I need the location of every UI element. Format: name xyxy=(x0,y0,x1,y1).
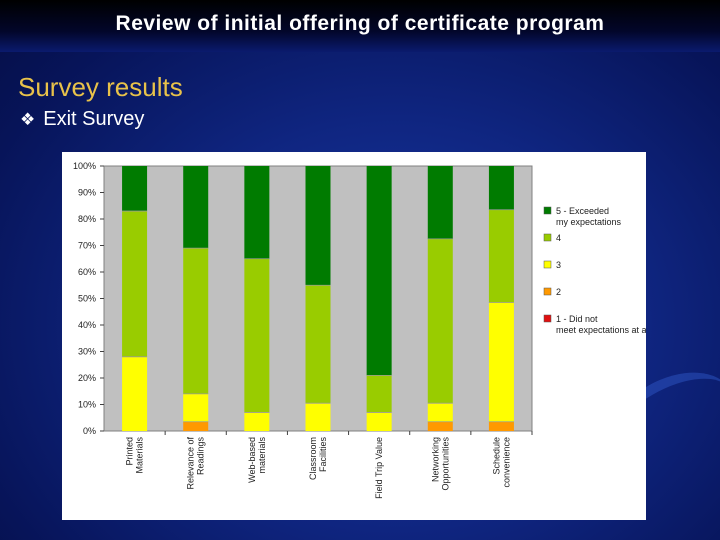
x-tick-label-group: Web-based materials xyxy=(247,437,267,483)
x-tick-label: Facilities xyxy=(318,437,328,473)
section-title: Survey results xyxy=(18,72,183,102)
bullet-label: Exit Survey xyxy=(43,108,145,130)
y-tick-label: 100% xyxy=(73,161,96,171)
slide-title: Review of initial offering of certificat… xyxy=(115,12,605,35)
bar-segment xyxy=(366,412,392,431)
bar-segment xyxy=(427,166,453,239)
legend-swatch xyxy=(543,233,552,242)
y-tick-label: 80% xyxy=(78,214,96,224)
bar-segment xyxy=(122,211,148,357)
bar-segment xyxy=(366,166,392,376)
bar-segment xyxy=(183,248,209,394)
bar-segment xyxy=(122,166,148,212)
y-tick-label: 50% xyxy=(78,294,96,304)
y-tick-label: 60% xyxy=(78,267,96,277)
chart-svg: 0% 10% 20% 30% 40% 50% 60% 70% 80% 90% 100% Printed… xyxy=(73,161,646,499)
legend-label: my expectations xyxy=(556,217,622,227)
bar-segment xyxy=(488,209,514,303)
y-tick-label: 0% xyxy=(83,426,96,436)
legend-swatch xyxy=(543,260,552,269)
x-tick-label-group: Field Trip Value xyxy=(374,437,384,499)
bar-segment xyxy=(427,403,453,422)
legend-label: 4 xyxy=(556,233,561,243)
bar-segment xyxy=(366,375,392,413)
x-tick-label: materials xyxy=(257,437,267,474)
bar-segment xyxy=(488,166,514,210)
legend-swatch xyxy=(543,314,552,323)
bar-segment xyxy=(305,285,331,404)
x-tick-label: Readings xyxy=(196,437,206,476)
bar-segment xyxy=(427,238,453,404)
bar-segment xyxy=(305,403,331,431)
legend-label: 5 - Exceeded xyxy=(556,206,609,216)
legend-label: 3 xyxy=(556,260,561,270)
x-tick-label: Materials xyxy=(135,437,145,474)
diamond-bullet-icon: ❖ xyxy=(20,110,36,129)
bar-segment xyxy=(183,393,209,422)
x-tick-label-group: Printed Materials xyxy=(125,437,145,474)
x-tick-label: Relevance of xyxy=(186,437,196,490)
legend-label: 1 - Did not xyxy=(556,314,598,324)
x-tick-label: Field Trip Value xyxy=(374,437,384,499)
legend-label: meet expectations at all xyxy=(556,325,646,335)
stacked-bar-chart: 0% 10% 20% 30% 40% 50% 60% 70% 80% 90% 100% Printed… xyxy=(62,152,646,520)
legend-swatch xyxy=(543,287,552,296)
x-tick-label-group: Networking Opportunities xyxy=(430,437,450,491)
bar-segment xyxy=(488,302,514,422)
bar-segment xyxy=(122,356,148,431)
y-tick-label: 40% xyxy=(78,320,96,330)
x-tick-label: Web-based xyxy=(247,437,257,483)
y-tick-label: 70% xyxy=(78,241,96,251)
x-tick-label: Networking xyxy=(430,437,440,482)
bullet-item: ❖ Exit Survey xyxy=(20,108,144,131)
x-tick-label: Classroom xyxy=(308,437,318,480)
bar-segment xyxy=(183,421,209,431)
x-tick-label: Printed xyxy=(125,437,135,466)
x-tick-label-group: Schedule convenience xyxy=(491,437,511,488)
bar-segment xyxy=(183,166,209,249)
x-tick-label: Schedule xyxy=(491,437,501,475)
y-tick-label: 20% xyxy=(78,373,96,383)
bar-segment xyxy=(305,166,331,286)
bar-segment xyxy=(244,166,270,259)
bar-segment xyxy=(488,421,514,431)
bar-segment xyxy=(244,258,270,413)
x-tick-label: convenience xyxy=(501,437,511,488)
y-tick-label: 90% xyxy=(78,188,96,198)
bar-segment xyxy=(427,421,453,431)
y-tick-label: 30% xyxy=(78,347,96,357)
x-tick-label-group: Classroom Facilities xyxy=(308,437,328,481)
title-bar xyxy=(0,0,720,52)
legend-swatch xyxy=(543,206,552,215)
bar-segment xyxy=(244,412,270,431)
x-tick-label: Opportunities xyxy=(440,437,450,491)
y-tick-label: 10% xyxy=(78,400,96,410)
x-tick-label-group: Relevance of Readings xyxy=(186,437,206,490)
legend-label: 2 xyxy=(556,287,561,297)
